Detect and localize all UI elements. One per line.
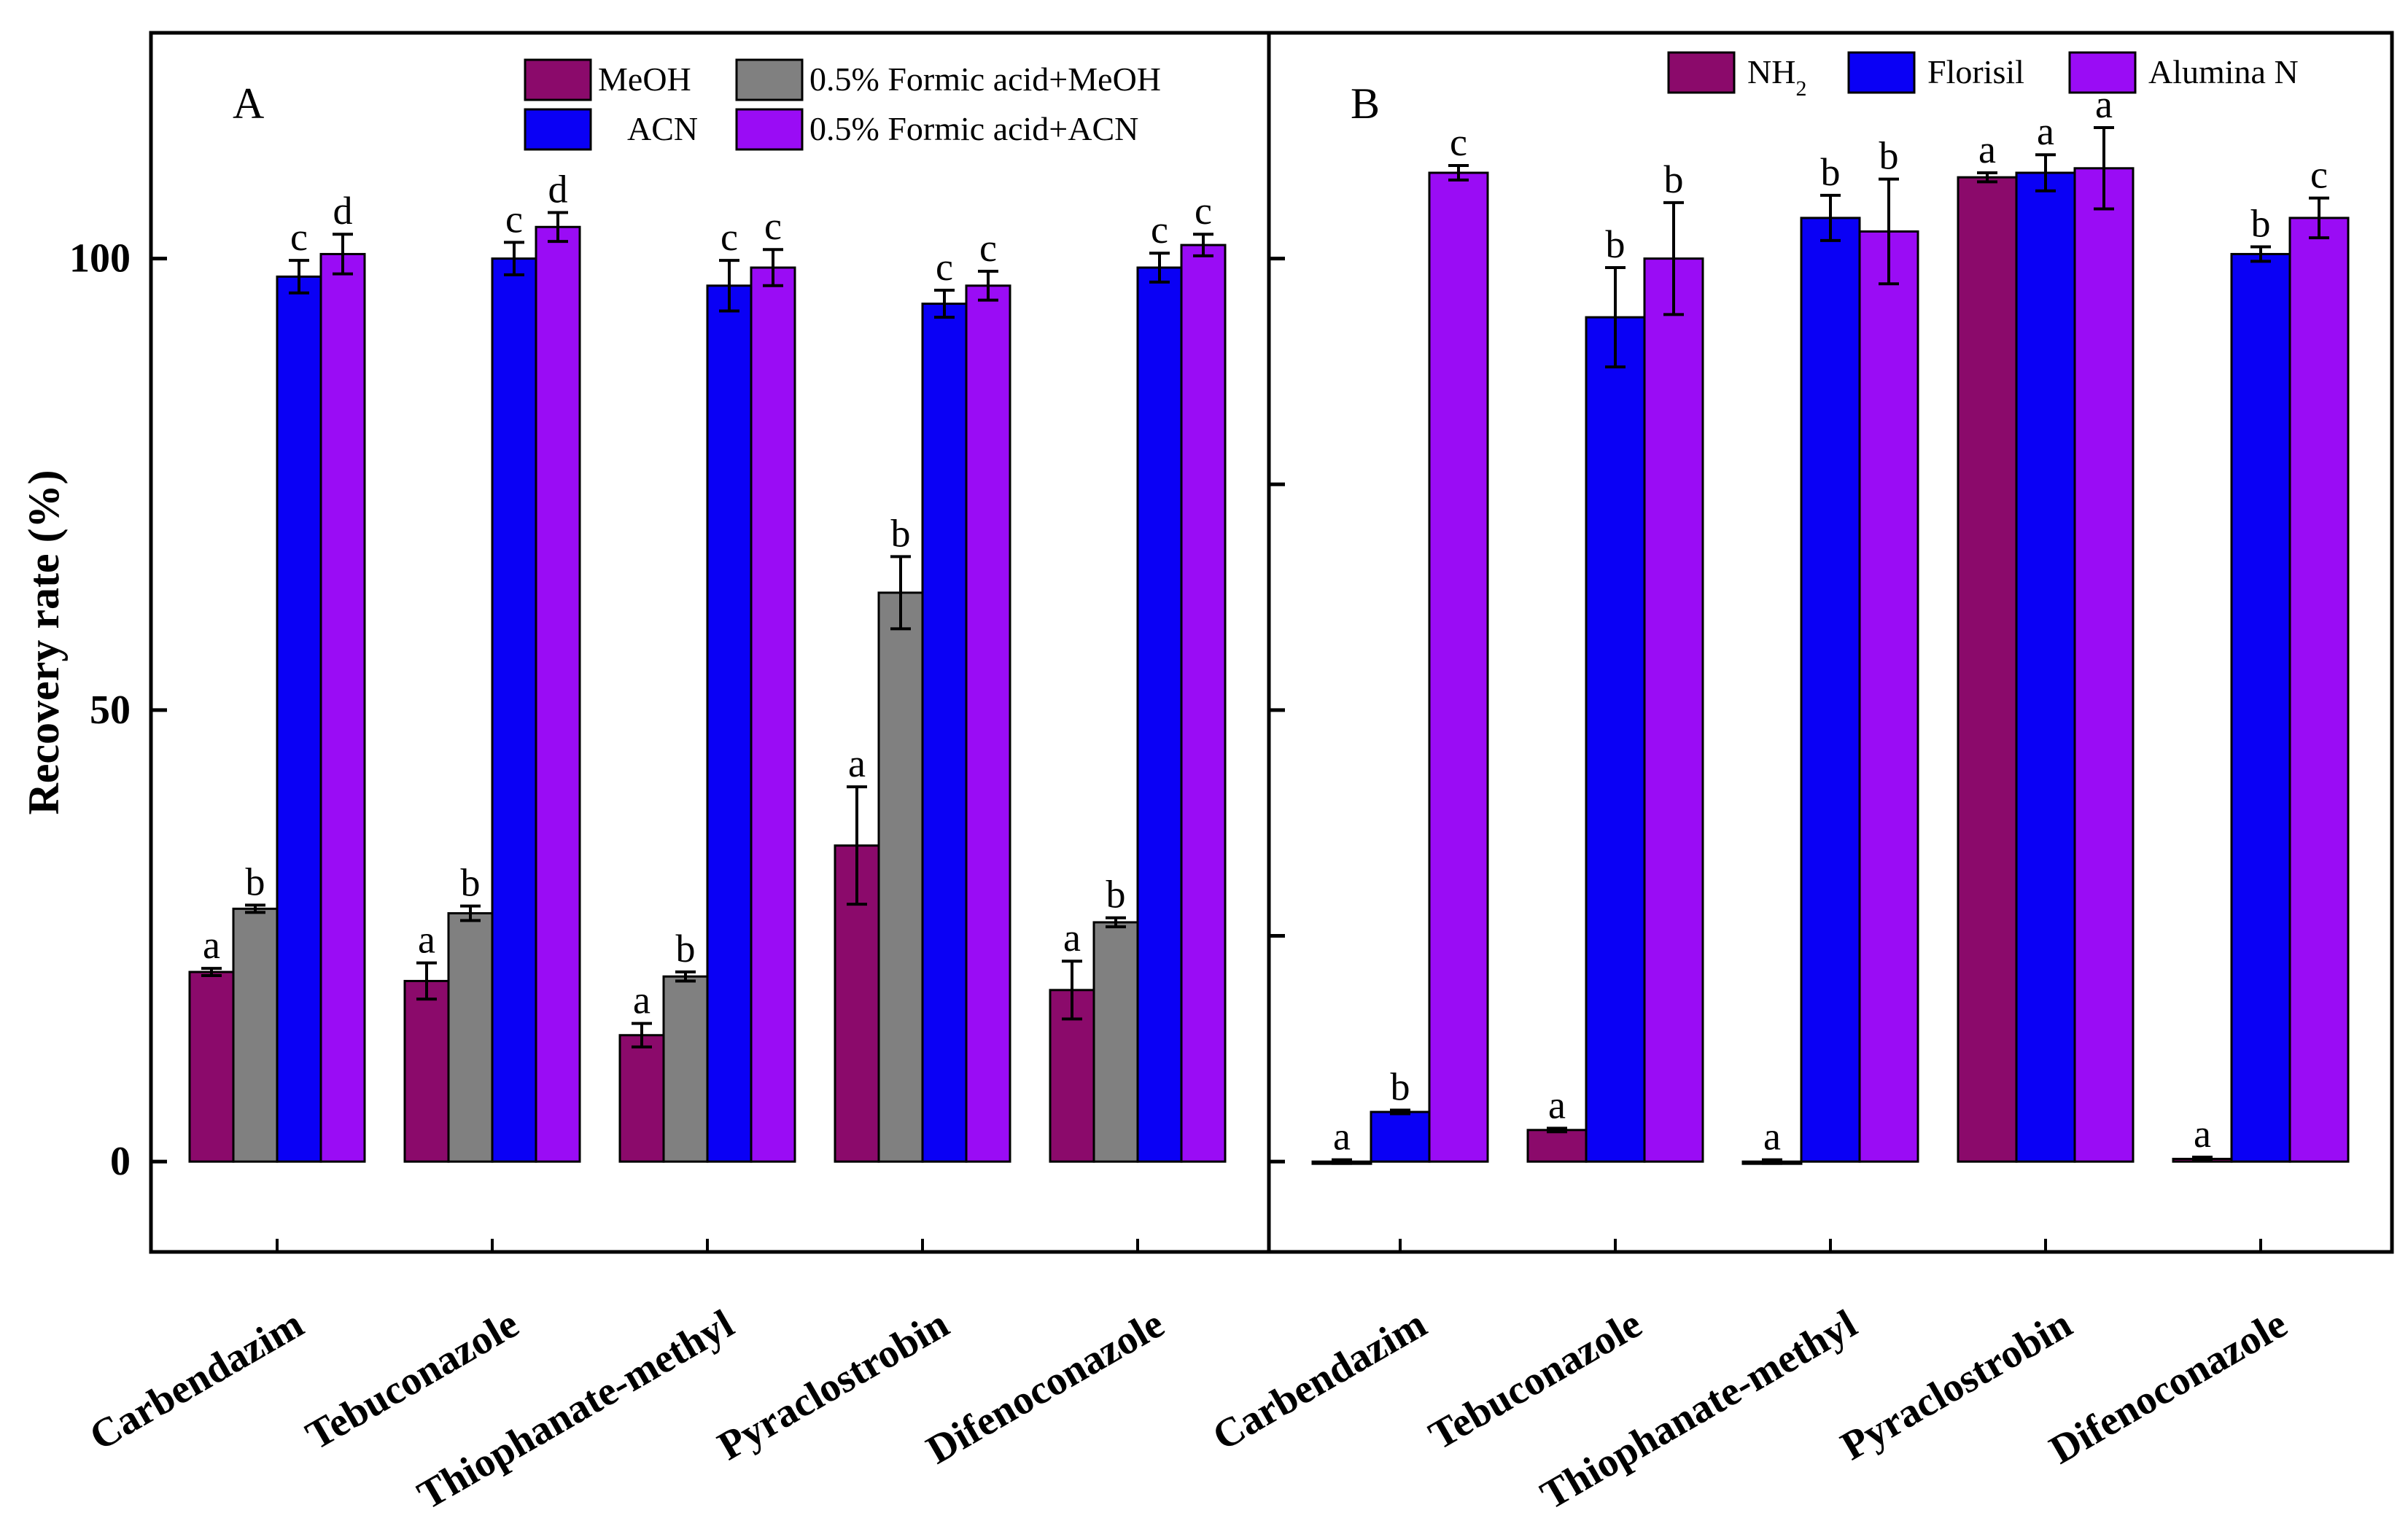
significance-label: b (1606, 222, 1626, 266)
significance-label: a (1063, 916, 1081, 960)
bar (877, 591, 924, 1163)
bar (2230, 252, 2291, 1163)
significance-label: a (848, 742, 866, 785)
significance-label: b (1821, 150, 1841, 194)
bar (662, 975, 709, 1163)
significance-label: d (548, 167, 568, 211)
bar (491, 257, 537, 1163)
legend-label: 0.5% Formic acid+ACN (809, 110, 1138, 147)
bar (535, 225, 581, 1163)
bar (1136, 266, 1183, 1163)
panel-label: B (1351, 79, 1380, 128)
legend-swatch (1667, 51, 1736, 94)
significance-label: a (203, 923, 220, 967)
bar (403, 979, 450, 1163)
significance-label: a (1333, 1115, 1351, 1159)
legend-swatch (735, 58, 804, 101)
bar (965, 284, 1011, 1163)
x-category-label: Pyraclostrobin (710, 1301, 956, 1469)
bar (706, 284, 753, 1163)
bar (1957, 176, 2018, 1163)
significance-label: c (1151, 208, 1168, 252)
y-tick-label: 50 (90, 688, 131, 733)
significance-label: b (461, 861, 481, 905)
significance-label: b (2251, 202, 2271, 246)
significance-label: c (1450, 120, 1467, 164)
legend-swatch (524, 108, 592, 151)
significance-label: c (721, 215, 738, 259)
significance-label: a (2194, 1112, 2211, 1156)
bar (2288, 217, 2350, 1163)
bar (447, 912, 494, 1163)
bar (1370, 1110, 1431, 1163)
significance-label: b (1106, 873, 1126, 917)
bar (1092, 921, 1139, 1163)
bar (188, 970, 235, 1163)
significance-label: a (1548, 1083, 1566, 1127)
significance-label: b (1664, 157, 1684, 201)
bar (1428, 171, 1489, 1163)
bar (618, 1034, 665, 1163)
significance-label: b (1879, 134, 1899, 178)
bar (1643, 257, 1704, 1163)
significance-label: b (246, 860, 265, 903)
legend-swatch (2068, 51, 2137, 94)
significance-label: c (2310, 153, 2328, 197)
x-category-label: Carbendazim (82, 1301, 311, 1460)
bar (1585, 316, 1646, 1163)
legend-label: Florisil (1927, 53, 2024, 90)
significance-label: b (1391, 1065, 1410, 1109)
significance-label: c (290, 215, 308, 259)
legend-label: 0.5% Formic acid+MeOH (809, 61, 1161, 98)
significance-label: d (333, 189, 353, 233)
y-tick-label: 0 (110, 1139, 131, 1184)
y-tick-label: 100 (69, 236, 131, 281)
bar (1526, 1129, 1588, 1163)
legend-label: Alumina N (2148, 53, 2299, 90)
legend-swatch (524, 58, 592, 101)
significance-label: b (891, 511, 911, 555)
x-category-label: Carbendazim (1205, 1301, 1434, 1460)
significance-label: c (1195, 189, 1212, 233)
bar (2073, 167, 2135, 1163)
bar (276, 275, 322, 1163)
legend-swatch (735, 108, 804, 151)
bar (319, 252, 366, 1163)
significance-label: c (979, 226, 997, 270)
x-category-label: Difenoconazole (2042, 1301, 2294, 1474)
bar (232, 907, 279, 1163)
legend-label: MeOH (598, 61, 691, 98)
bar (1800, 217, 1861, 1163)
significance-label: a (418, 918, 435, 962)
bar (750, 266, 796, 1163)
x-category-label: Difenoconazole (919, 1301, 1171, 1474)
significance-label: a (1763, 1115, 1781, 1159)
significance-label: a (2037, 109, 2054, 153)
significance-label: a (1978, 128, 1996, 171)
legend-label: ACN (627, 110, 698, 147)
bar (1858, 230, 1919, 1163)
legend-swatch (1847, 51, 1916, 94)
panel-label: A (233, 79, 264, 128)
significance-label: c (936, 245, 953, 289)
bar (1180, 244, 1227, 1163)
significance-label: c (764, 204, 782, 248)
significance-label: b (676, 927, 696, 970)
significance-label: a (633, 978, 650, 1022)
bar (2015, 171, 2076, 1163)
legend-label: NH2 (1747, 53, 1806, 101)
significance-label: c (505, 197, 523, 241)
y-axis-label: Recovery rate (%) (20, 470, 68, 814)
bar (921, 303, 968, 1163)
x-category-label: Pyraclostrobin (1833, 1301, 2079, 1469)
